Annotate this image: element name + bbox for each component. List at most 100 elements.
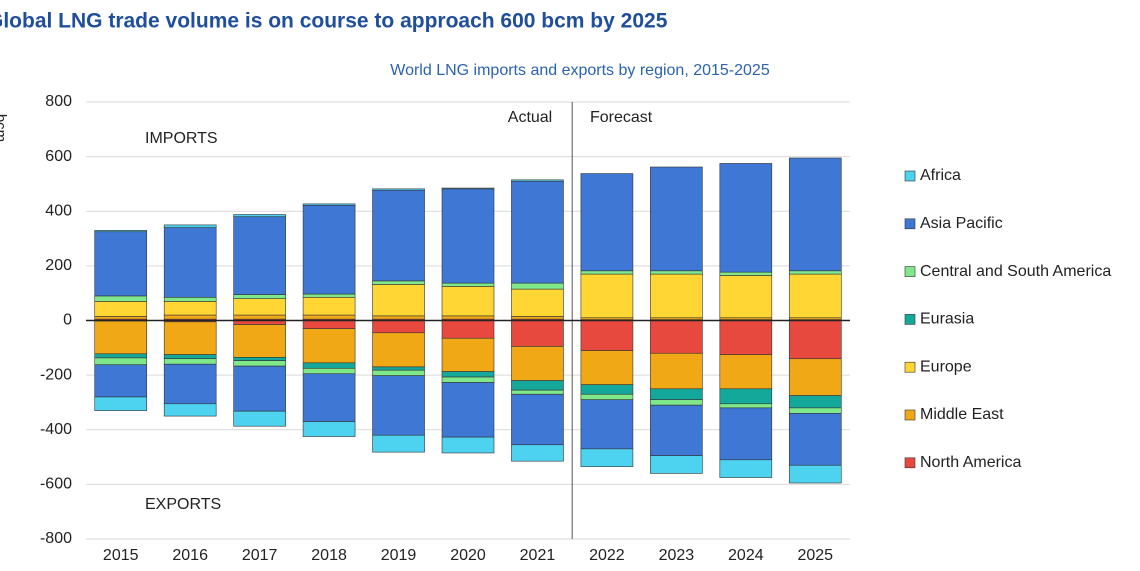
bar-segment bbox=[788, 358, 842, 396]
bar-segment bbox=[94, 353, 148, 359]
y-tick-label: 200 bbox=[45, 257, 72, 274]
bar-segment bbox=[788, 413, 842, 466]
bar-segment bbox=[441, 371, 495, 378]
bar-segment bbox=[511, 288, 564, 317]
bar-segment bbox=[580, 320, 634, 351]
legend-label: Central and South America bbox=[920, 263, 1111, 280]
bar-segment bbox=[650, 320, 703, 354]
x-tick-label: 2015 bbox=[103, 547, 139, 564]
x-tick-label: 2016 bbox=[172, 547, 208, 564]
bar-segment bbox=[302, 367, 356, 375]
bar-segment bbox=[441, 436, 495, 454]
bar-segment bbox=[94, 295, 148, 302]
bar-segment bbox=[233, 360, 286, 367]
annotation: Actual bbox=[508, 109, 552, 126]
bar-segment bbox=[788, 273, 842, 319]
bar-segment bbox=[511, 282, 564, 290]
bar-segment bbox=[372, 280, 425, 285]
bar-segment bbox=[163, 363, 217, 405]
x-tick-label: 2025 bbox=[797, 547, 833, 564]
bar-segment bbox=[302, 314, 356, 320]
bar-segment bbox=[233, 314, 286, 320]
bar-segment bbox=[650, 273, 703, 319]
legend-label: North America bbox=[920, 454, 1021, 471]
bar-segment bbox=[580, 399, 634, 450]
bar-segment bbox=[580, 173, 634, 272]
bar-segment bbox=[94, 357, 148, 366]
bar-segment bbox=[441, 320, 495, 339]
bar-segment bbox=[719, 407, 773, 461]
x-tick-label: 2021 bbox=[520, 547, 556, 564]
y-tick-label: -200 bbox=[40, 366, 72, 383]
bar-segment bbox=[511, 180, 564, 284]
legend-swatch bbox=[904, 170, 916, 182]
x-tick-label: 2024 bbox=[728, 547, 764, 564]
bar-segment bbox=[511, 316, 564, 320]
legend-label: Middle East bbox=[920, 406, 1004, 423]
bar-segment bbox=[163, 301, 217, 316]
bar-segment bbox=[302, 204, 356, 295]
annotation: Forecast bbox=[590, 109, 653, 126]
bar-segment bbox=[163, 227, 217, 298]
bar-segment bbox=[719, 320, 773, 355]
bar-segment bbox=[372, 284, 425, 317]
bar-segment bbox=[163, 354, 217, 360]
x-tick-label: 2018 bbox=[311, 547, 347, 564]
legend-swatch bbox=[904, 457, 916, 469]
bar-segment bbox=[94, 301, 148, 317]
bar-segment bbox=[650, 352, 703, 390]
bar-segment bbox=[233, 216, 286, 295]
bar-segment bbox=[580, 384, 634, 395]
bar-segment bbox=[788, 320, 842, 360]
bar-segment bbox=[372, 366, 425, 371]
bar-segment bbox=[719, 459, 773, 478]
bar-segment bbox=[441, 382, 495, 438]
bar-segment bbox=[650, 166, 703, 272]
bar-segment bbox=[163, 358, 217, 365]
bar-segment bbox=[372, 320, 425, 334]
bar-segment bbox=[650, 404, 703, 456]
bar-segment bbox=[163, 314, 217, 320]
bar-segment bbox=[511, 179, 564, 182]
bar-segment bbox=[163, 321, 217, 355]
bar-segment bbox=[719, 388, 773, 405]
bar-segment bbox=[511, 389, 564, 395]
y-tick-label: -400 bbox=[40, 421, 72, 438]
legend-swatch bbox=[904, 361, 916, 373]
bar-segment bbox=[719, 271, 773, 276]
y-tick-label: 800 bbox=[45, 93, 72, 110]
bar-segment bbox=[788, 464, 842, 484]
bar-segment bbox=[511, 444, 564, 462]
bar-segment bbox=[511, 346, 564, 381]
bar-segment bbox=[94, 320, 148, 355]
bar-segment bbox=[372, 369, 425, 376]
bar-segment bbox=[650, 388, 703, 401]
bar-segment bbox=[580, 393, 634, 401]
bar-segment bbox=[94, 396, 148, 411]
bar-segment bbox=[233, 324, 286, 358]
x-tick-label: 2020 bbox=[450, 547, 486, 564]
bar-segment bbox=[650, 399, 703, 406]
bar-segment bbox=[302, 203, 356, 206]
chart-subtitle: World LNG imports and exports by region,… bbox=[390, 62, 770, 79]
bar-segment bbox=[302, 421, 356, 437]
bar-segment bbox=[441, 282, 495, 287]
bar-segment bbox=[94, 316, 148, 320]
bar-segment bbox=[233, 365, 286, 412]
x-tick-label: 2023 bbox=[659, 547, 695, 564]
annotation: IMPORTS bbox=[145, 130, 218, 147]
bar-segment bbox=[372, 189, 425, 282]
bar-segment bbox=[233, 298, 286, 316]
legend-swatch bbox=[904, 218, 916, 230]
bar-segment bbox=[372, 188, 425, 191]
bar-segment bbox=[302, 362, 356, 369]
bar-segment bbox=[94, 231, 148, 297]
bar-segment bbox=[580, 273, 634, 319]
bar-segment bbox=[94, 230, 148, 233]
bar-segment bbox=[719, 403, 773, 409]
bar-segment bbox=[233, 294, 286, 299]
y-tick-label: -800 bbox=[40, 530, 72, 547]
bar-segment bbox=[441, 337, 495, 372]
bar-segment bbox=[233, 214, 286, 218]
